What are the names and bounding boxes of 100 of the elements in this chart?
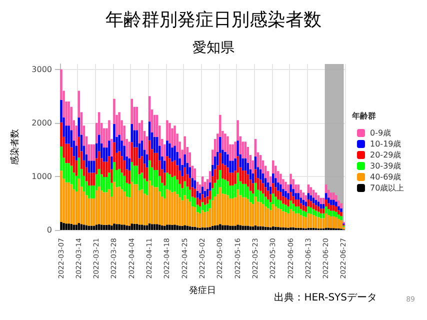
bar — [156, 187, 158, 224]
bar — [113, 224, 116, 230]
bar — [252, 226, 254, 230]
bar — [272, 204, 274, 227]
bar — [78, 223, 80, 230]
bar — [310, 195, 312, 202]
bar — [70, 224, 72, 230]
bar — [317, 195, 320, 202]
bar — [171, 224, 174, 230]
bar — [284, 182, 287, 191]
bar — [164, 172, 166, 186]
bar — [118, 151, 120, 169]
bar — [118, 224, 120, 230]
bar — [184, 225, 186, 230]
bar — [236, 224, 239, 230]
bar — [280, 209, 282, 228]
bar — [188, 167, 191, 178]
bar — [254, 225, 257, 230]
bar — [304, 195, 308, 202]
bar — [68, 126, 70, 144]
bar — [280, 200, 282, 210]
bar — [168, 158, 171, 174]
bar — [201, 210, 204, 228]
y-tick-label: 1000 — [32, 172, 52, 181]
bar — [168, 122, 171, 144]
bar — [166, 224, 168, 230]
bar — [259, 202, 262, 226]
bar — [166, 189, 168, 225]
bar — [242, 197, 244, 226]
bar — [92, 226, 96, 230]
bar — [335, 206, 338, 212]
bar — [188, 202, 191, 226]
bar — [140, 172, 144, 190]
bar — [219, 187, 222, 224]
bar — [186, 226, 188, 230]
bar — [174, 191, 176, 225]
bar — [324, 206, 328, 214]
bar — [244, 226, 246, 230]
bar — [232, 160, 234, 173]
bar — [214, 225, 216, 230]
bar — [297, 193, 300, 200]
bar — [166, 140, 168, 156]
bar — [103, 192, 106, 225]
bar — [317, 202, 320, 206]
bar — [171, 192, 174, 225]
bar — [274, 196, 277, 206]
bar — [128, 184, 130, 198]
bar — [161, 225, 164, 230]
bar — [65, 224, 68, 230]
bar — [312, 203, 315, 210]
bar — [297, 184, 300, 194]
bar — [184, 195, 186, 226]
bar — [284, 204, 287, 212]
bar — [232, 144, 234, 161]
bar — [280, 192, 282, 201]
bar — [168, 143, 171, 158]
bar — [171, 176, 174, 192]
bar — [153, 224, 156, 230]
bar — [244, 184, 246, 198]
bar — [297, 199, 300, 206]
bar — [277, 182, 280, 191]
bar — [138, 224, 141, 230]
legend-label: 40-69歳 — [370, 172, 402, 182]
bar — [70, 184, 72, 224]
bar — [208, 227, 212, 230]
bar — [224, 225, 226, 230]
legend-label: 20-29歳 — [370, 150, 402, 160]
bar — [133, 184, 136, 224]
bar — [332, 210, 335, 216]
bar — [108, 224, 110, 230]
bar — [317, 217, 320, 228]
bar — [266, 190, 270, 200]
bar — [168, 174, 171, 190]
bar — [264, 187, 267, 197]
bar — [90, 172, 93, 186]
bar — [65, 182, 68, 224]
bar — [302, 200, 304, 206]
bar — [324, 193, 328, 200]
bar — [226, 167, 229, 182]
bar — [88, 226, 90, 230]
bar — [60, 222, 62, 230]
bar — [128, 170, 130, 184]
legend-label: 10-19歳 — [370, 140, 402, 148]
bar — [294, 206, 297, 214]
bar — [128, 158, 130, 171]
bar — [244, 158, 246, 171]
bar — [176, 180, 178, 194]
bar — [100, 224, 103, 230]
bar — [60, 170, 62, 222]
bar — [307, 213, 310, 228]
bar — [168, 224, 171, 230]
bar — [110, 225, 113, 230]
bar — [123, 224, 126, 230]
bar — [242, 184, 244, 198]
bar — [262, 183, 264, 194]
bar — [234, 142, 236, 158]
bar — [232, 198, 234, 226]
bar — [269, 194, 272, 202]
legend-label: 0-9歳 — [370, 128, 392, 138]
bar — [300, 215, 302, 228]
